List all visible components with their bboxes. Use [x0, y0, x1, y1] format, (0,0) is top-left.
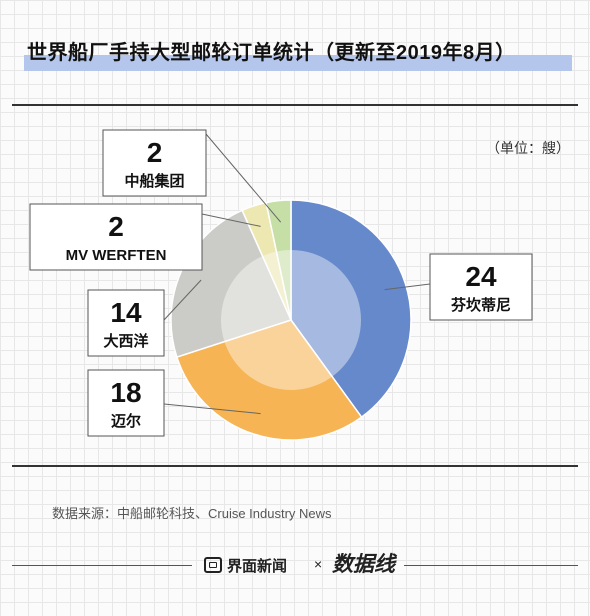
top-rule: [12, 104, 578, 106]
pie-chart: 24 芬坎蒂尼 18 迈尔 14 大西洋 2 MV WERFTEN 2 中船集团: [29, 129, 533, 441]
pie-inner-highlights: [220, 250, 361, 390]
title-highlight: [24, 55, 572, 71]
callout-box-3: [87, 289, 165, 357]
source-note: 数据来源：中船邮轮科技、Cruise Industry News: [52, 506, 332, 521]
data-label-4: 2: [108, 211, 124, 242]
callout-leader-5: [205, 133, 282, 223]
callout-box-1: [429, 253, 533, 321]
category-label-5: 中船集团: [124, 172, 184, 190]
pie-callouts: 24 芬坎蒂尼 18 迈尔 14 大西洋 2 MV WERFTEN 2 中船集团: [29, 129, 533, 437]
callout-leader-2: [163, 403, 261, 415]
callout-box-4: [29, 203, 203, 271]
data-label-1: 24: [465, 261, 497, 292]
callout-leader-4: [201, 213, 261, 227]
bottom-rule: [12, 465, 578, 467]
title-wrap: 世界船厂手持大型邮轮订单统计（更新至2019年8月）: [24, 38, 572, 74]
unit-label: （单位：艘）: [486, 140, 570, 156]
brand-separator: ×: [314, 556, 323, 572]
pie-slice-5: [265, 199, 292, 321]
callout-box-2: [87, 369, 165, 437]
category-label-1: 芬坎蒂尼: [451, 296, 511, 314]
pie-slice-highlight-1: [291, 250, 361, 377]
callout-leader-3: [163, 279, 202, 321]
jiemian-logo-icon: [204, 557, 222, 573]
data-label-2: 18: [110, 377, 141, 408]
footer-line-right: [404, 565, 578, 566]
footer-line-left: [12, 565, 192, 566]
chart-title: 世界船厂手持大型邮轮订单统计（更新至2019年8月）: [27, 42, 516, 64]
brand-jiemian: 界面新闻: [227, 558, 288, 575]
pie-slice-highlight-5: [276, 250, 291, 320]
pie-slice-highlight-4: [262, 251, 291, 320]
category-label-2: 迈尔: [111, 412, 141, 430]
data-label-3: 14: [110, 297, 142, 328]
pie-slice-highlight-3: [220, 256, 291, 342]
pie-slice-1: [290, 199, 412, 419]
callout-leader-1: [384, 283, 431, 291]
pie-slice-highlight-2: [224, 320, 333, 390]
category-label-3: 大西洋: [103, 332, 148, 350]
category-label-4: MV WERFTEN: [66, 247, 167, 264]
brand-datawire: 数据线: [332, 551, 395, 576]
data-label-5: 2: [147, 137, 163, 168]
callout-box-5: [102, 129, 207, 197]
